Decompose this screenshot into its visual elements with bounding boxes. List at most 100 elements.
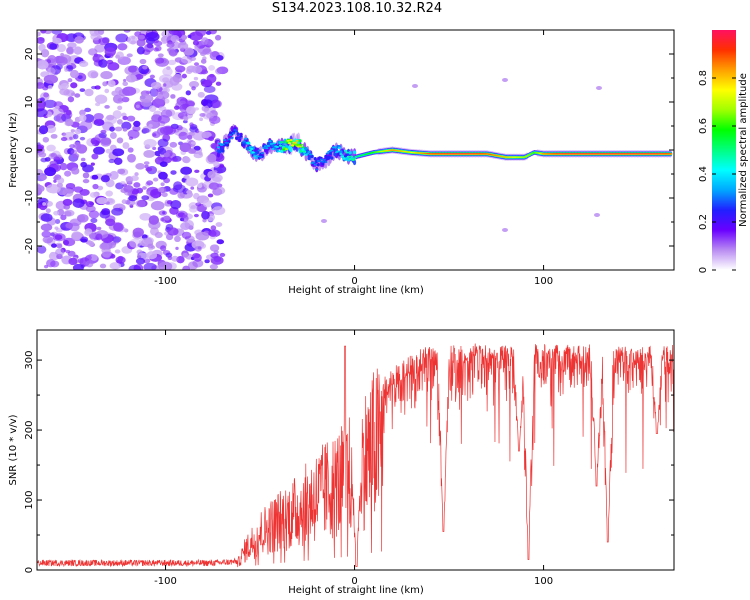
noise-blob bbox=[109, 262, 122, 270]
ridge-cell bbox=[271, 147, 275, 150]
noise-blob bbox=[170, 170, 177, 175]
colorbar-ticks: 0 0.2 0.4 0.6 0.8 bbox=[698, 70, 736, 273]
y-tick-label: 100 bbox=[24, 490, 35, 509]
y-tick-label: 0 bbox=[24, 147, 35, 153]
noise-blob bbox=[99, 263, 107, 269]
ridge-cell bbox=[312, 161, 316, 164]
noise-blob bbox=[84, 107, 92, 113]
noise-blob bbox=[53, 210, 60, 216]
noise-blob bbox=[113, 222, 124, 232]
noise-blob bbox=[94, 119, 100, 124]
noise-blob bbox=[90, 217, 98, 224]
noise-blob bbox=[158, 171, 168, 180]
ridge-cell bbox=[316, 163, 320, 167]
noise-blob bbox=[135, 104, 140, 108]
ridge-cell bbox=[236, 133, 240, 136]
colorbar-tick-label: 0.4 bbox=[698, 166, 709, 182]
noise-blob bbox=[167, 59, 177, 66]
noise-blob bbox=[194, 245, 202, 252]
noise-blob bbox=[181, 231, 192, 239]
noise-blob bbox=[96, 226, 102, 231]
noise-blob bbox=[182, 120, 188, 124]
noise-blob bbox=[146, 180, 154, 186]
ridge-cell bbox=[327, 155, 331, 160]
noise-blob bbox=[148, 215, 160, 225]
noise-blob bbox=[171, 157, 178, 162]
ridge-cell bbox=[248, 149, 252, 152]
ridge-cell bbox=[309, 153, 313, 156]
snr-series-line bbox=[37, 343, 674, 568]
noise-blob bbox=[161, 109, 173, 118]
noise-blob bbox=[202, 218, 207, 223]
noise-blob bbox=[163, 152, 170, 158]
noise-speck bbox=[321, 219, 327, 223]
ridge-cell bbox=[301, 146, 305, 149]
ridge-cell bbox=[313, 163, 317, 166]
noise-blob bbox=[197, 91, 205, 98]
noise-blob bbox=[85, 260, 94, 268]
colorbar-gradient bbox=[712, 30, 736, 270]
noise-blob bbox=[63, 239, 70, 246]
noise-blob bbox=[180, 166, 193, 175]
y-tick-label: 0 bbox=[24, 567, 35, 573]
noise-blob bbox=[59, 162, 68, 171]
ridge-cell bbox=[233, 129, 237, 131]
noise-blob bbox=[37, 108, 48, 118]
noise-blob bbox=[177, 192, 185, 199]
x-tick-label: 100 bbox=[534, 576, 553, 587]
ridge-cell bbox=[307, 151, 311, 154]
noise-blob bbox=[187, 34, 192, 39]
noise-blob bbox=[113, 94, 126, 104]
noise-blob bbox=[105, 148, 113, 154]
noise-blob bbox=[216, 239, 225, 245]
noise-blob bbox=[195, 231, 210, 241]
x-tick-label: 0 bbox=[351, 576, 357, 587]
noise-blob bbox=[177, 42, 189, 50]
ridge-cell bbox=[266, 144, 270, 147]
noise-blob bbox=[152, 177, 159, 182]
noise-blob bbox=[141, 128, 150, 134]
noise-blob bbox=[128, 136, 134, 140]
noise-blob bbox=[200, 51, 207, 57]
noise-blob bbox=[210, 142, 219, 149]
noise-blob bbox=[144, 164, 149, 169]
noise-blob bbox=[147, 243, 154, 249]
y-tick-label: 10 bbox=[24, 96, 35, 109]
noise-blob bbox=[51, 243, 57, 248]
noise-blob bbox=[141, 195, 150, 201]
ridge-cell bbox=[227, 138, 231, 141]
noise-blob bbox=[157, 94, 163, 99]
ridge-cell bbox=[287, 142, 292, 145]
noise-blob bbox=[65, 118, 74, 126]
noise-blob bbox=[169, 141, 178, 148]
noise-blob bbox=[65, 182, 76, 190]
noise-blob bbox=[188, 81, 200, 88]
noise-blob bbox=[100, 174, 110, 183]
noise-blob bbox=[115, 33, 129, 43]
noise-blob bbox=[214, 34, 222, 41]
noise-blob bbox=[95, 102, 101, 107]
noise-blob bbox=[137, 34, 146, 40]
noise-blob bbox=[194, 46, 199, 51]
noise-blob bbox=[136, 39, 146, 47]
noise-blob bbox=[55, 56, 68, 66]
noise-blob bbox=[91, 153, 99, 160]
noise-blob bbox=[70, 82, 78, 89]
noise-blob bbox=[98, 59, 108, 68]
noise-blob bbox=[171, 255, 179, 262]
noise-blob bbox=[161, 40, 167, 45]
colorbar-tick-label: 0.6 bbox=[698, 118, 709, 134]
noise-blob bbox=[82, 172, 90, 179]
noise-blob bbox=[209, 244, 220, 252]
y-tick-label: 200 bbox=[24, 421, 35, 440]
noise-blob bbox=[79, 136, 86, 141]
ridge-cell bbox=[239, 132, 243, 137]
noise-blob bbox=[182, 116, 188, 120]
noise-blob bbox=[173, 181, 183, 191]
noise-blob bbox=[117, 105, 123, 111]
ridge-cell bbox=[318, 160, 322, 163]
noise-blob bbox=[174, 65, 186, 73]
noise-blob bbox=[149, 74, 155, 79]
noise-blob bbox=[162, 67, 173, 76]
noise-blob bbox=[162, 77, 170, 83]
